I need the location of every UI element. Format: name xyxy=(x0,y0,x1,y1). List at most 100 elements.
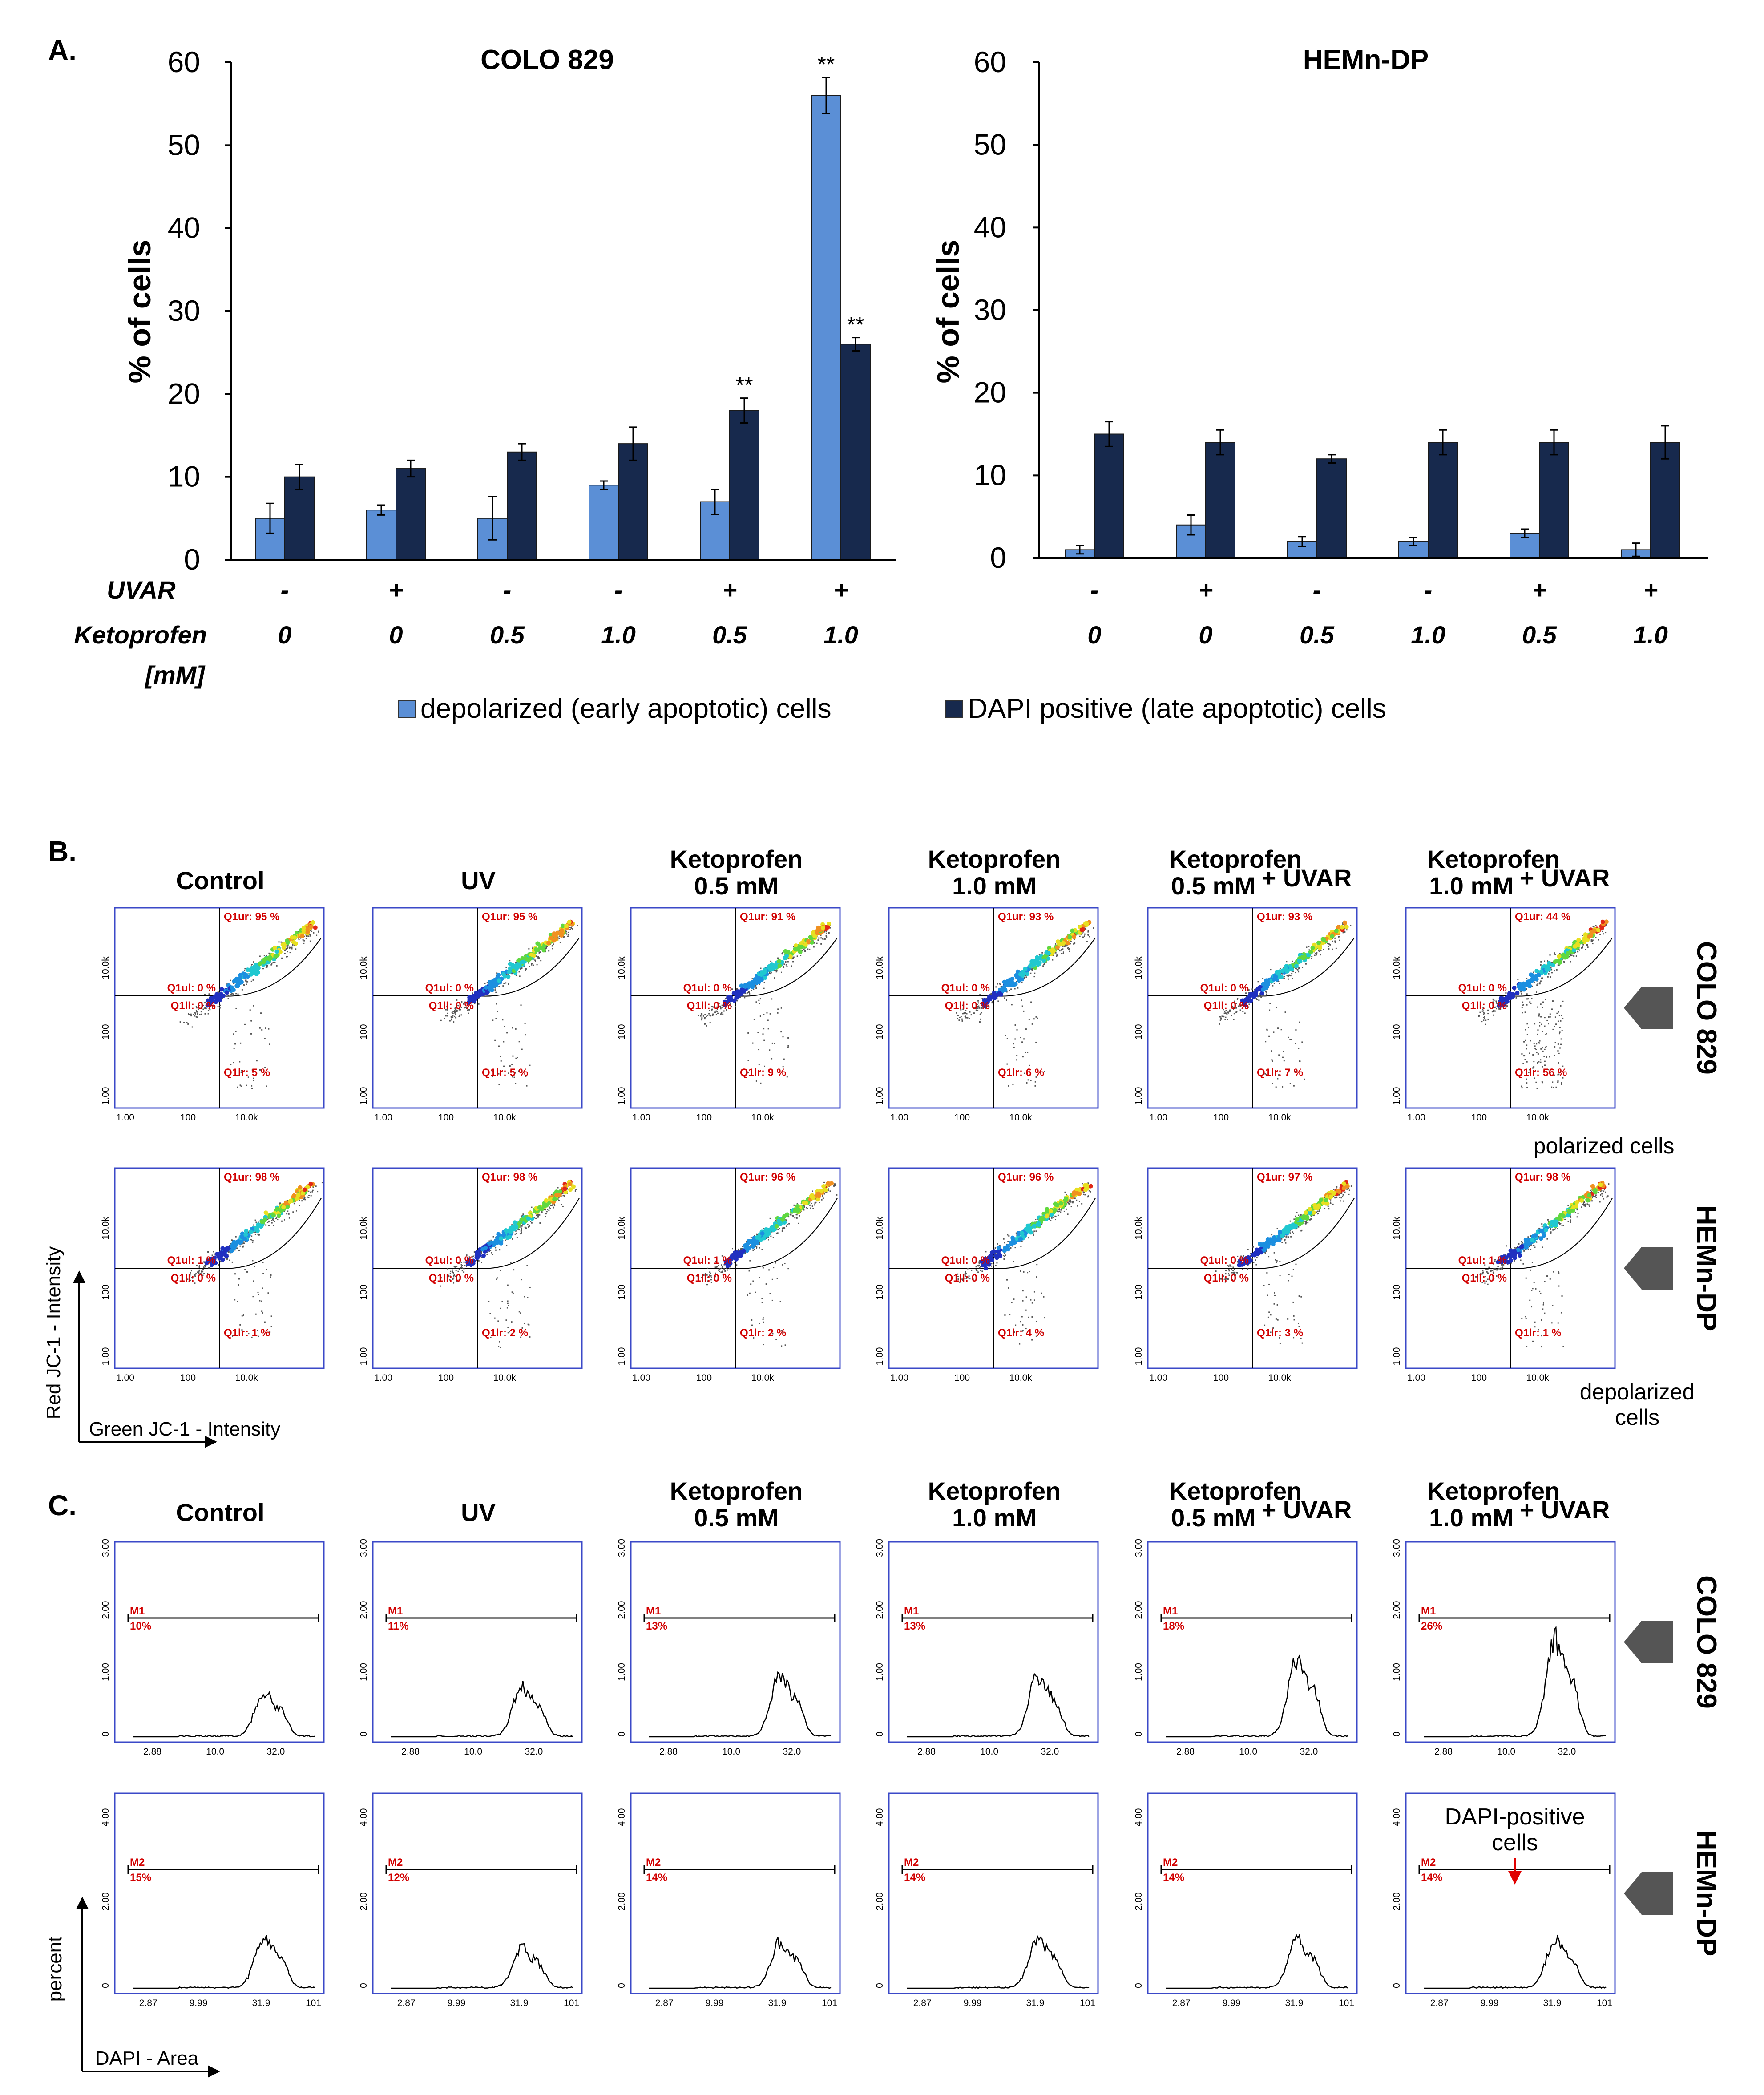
density-dot xyxy=(1515,991,1520,995)
event-dot xyxy=(484,1244,485,1246)
event-dot xyxy=(499,1249,501,1251)
event-dot xyxy=(563,937,565,938)
event-dot xyxy=(445,1015,447,1017)
event-dot xyxy=(1028,1019,1030,1020)
event-dot xyxy=(1558,1073,1560,1075)
event-dot xyxy=(1244,1012,1246,1014)
event-dot xyxy=(513,1269,515,1271)
event-dot xyxy=(1292,978,1293,979)
event-dot xyxy=(1538,1015,1540,1017)
event-dot xyxy=(562,1195,564,1197)
event-dot xyxy=(1247,1006,1249,1008)
event-dot xyxy=(240,1072,242,1073)
event-dot xyxy=(1019,1343,1021,1345)
event-dot xyxy=(1033,1291,1035,1293)
event-dot xyxy=(517,1057,518,1059)
event-dot xyxy=(505,982,507,984)
event-dot xyxy=(793,1204,795,1206)
event-dot xyxy=(1033,1234,1034,1236)
event-dot xyxy=(1521,1053,1523,1055)
event-dot xyxy=(453,1276,455,1278)
event-dot xyxy=(536,964,538,966)
density-dot xyxy=(520,960,525,965)
event-dot xyxy=(1521,1012,1523,1014)
event-dot xyxy=(264,1067,266,1068)
event-dot xyxy=(454,1012,456,1014)
quadrant-ul-label: Q1ul: 0 % xyxy=(425,1254,474,1266)
event-dot xyxy=(456,1011,458,1012)
event-dot xyxy=(1082,1191,1084,1193)
density-dot xyxy=(992,995,997,1000)
event-dot xyxy=(494,1317,496,1319)
event-dot xyxy=(1332,948,1333,950)
y-tick-label: 10 xyxy=(974,458,1006,491)
event-dot xyxy=(1542,1001,1544,1003)
event-dot xyxy=(1036,1264,1038,1266)
event-dot xyxy=(440,1019,442,1021)
event-dot xyxy=(977,1007,978,1009)
event-dot xyxy=(1538,1013,1540,1015)
event-dot xyxy=(716,1006,718,1008)
event-dot xyxy=(751,990,752,991)
density-dot xyxy=(248,1229,253,1234)
event-dot xyxy=(266,955,267,957)
event-dot xyxy=(489,1313,491,1314)
bar-early-colo829-3 xyxy=(589,485,619,561)
y-tick-label: 100 xyxy=(101,1284,111,1300)
event-dot xyxy=(258,1335,259,1337)
density-dot xyxy=(267,957,272,962)
event-dot xyxy=(774,1043,775,1044)
density-dot xyxy=(728,995,733,999)
event-dot xyxy=(553,943,554,945)
event-dot xyxy=(1027,1079,1029,1081)
uvar-value: - xyxy=(614,576,623,604)
event-dot xyxy=(1265,993,1267,995)
event-dot xyxy=(829,927,831,929)
event-dot xyxy=(239,1245,241,1247)
significance-marker: ** xyxy=(736,373,753,398)
event-dot xyxy=(520,1004,522,1006)
density-dot xyxy=(1340,925,1344,930)
event-dot xyxy=(202,1006,203,1008)
event-dot xyxy=(540,960,542,962)
density-dot xyxy=(751,983,755,987)
event-dot xyxy=(1554,952,1555,954)
event-dot xyxy=(497,1320,499,1322)
event-dot xyxy=(558,938,560,939)
event-dot xyxy=(824,938,826,940)
event-dot xyxy=(1011,1004,1013,1006)
event-dot xyxy=(246,1271,248,1273)
event-dot xyxy=(1557,1050,1559,1052)
event-dot xyxy=(285,949,287,950)
event-dot xyxy=(289,947,291,949)
event-dot xyxy=(721,1004,723,1006)
event-dot xyxy=(1287,976,1289,978)
event-dot xyxy=(967,1017,969,1019)
event-dot xyxy=(494,987,496,989)
condition-header: UV xyxy=(461,866,496,894)
uvar-value: + xyxy=(1532,576,1547,604)
event-dot xyxy=(289,946,291,948)
event-dot xyxy=(1283,1051,1284,1052)
gate-curve xyxy=(477,1197,580,1269)
event-dot xyxy=(275,1217,277,1219)
event-dot xyxy=(1558,1015,1560,1016)
event-dot xyxy=(494,989,496,991)
event-dot xyxy=(514,1233,516,1235)
event-dot xyxy=(541,1211,543,1213)
event-dot xyxy=(979,1014,981,1015)
event-dot xyxy=(546,946,548,947)
event-dot xyxy=(1560,1043,1562,1045)
event-dot xyxy=(464,1001,466,1003)
density-dot xyxy=(562,1186,567,1191)
event-dot xyxy=(451,1017,452,1019)
event-dot xyxy=(1047,950,1049,951)
event-dot xyxy=(1484,1012,1485,1014)
jc1-scatter-plot: Q1ur: 96 %Q1ul: 0 %Q1ll: 0 %Q1lr: 4 %1.0… xyxy=(875,1167,1099,1383)
event-dot xyxy=(1223,1016,1225,1018)
event-dot xyxy=(1299,1060,1300,1062)
event-dot xyxy=(562,1205,564,1207)
density-dot xyxy=(508,966,513,971)
event-dot xyxy=(488,1301,490,1302)
density-dot xyxy=(520,956,525,961)
